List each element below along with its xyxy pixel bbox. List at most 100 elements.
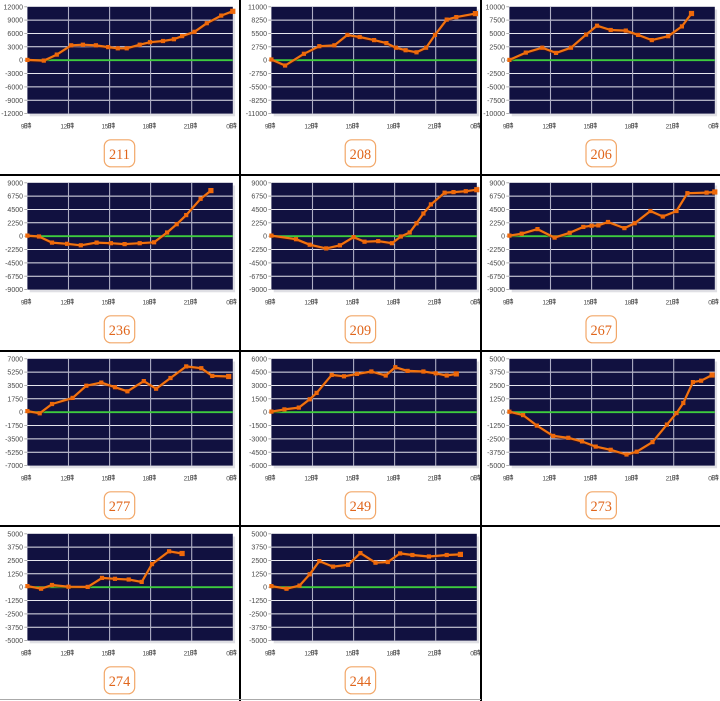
svg-text:-9000: -9000 [5, 287, 23, 294]
svg-text:21: 21 [665, 123, 672, 130]
svg-text:267: 267 [590, 323, 611, 339]
svg-text:3000: 3000 [7, 44, 23, 51]
svg-text:-9000: -9000 [249, 287, 267, 294]
svg-text:-5500: -5500 [249, 84, 267, 91]
svg-text:0: 0 [263, 233, 267, 240]
svg-text:0: 0 [19, 409, 23, 416]
svg-text:-6750: -6750 [487, 273, 505, 280]
svg-text:12: 12 [60, 475, 67, 482]
svg-text:15: 15 [102, 299, 109, 306]
svg-text:21: 21 [184, 651, 191, 658]
svg-text:2500: 2500 [489, 383, 505, 390]
svg-text:9000: 9000 [251, 180, 267, 187]
svg-text:2250: 2250 [251, 220, 267, 227]
svg-text:0: 0 [708, 299, 712, 306]
svg-text:12: 12 [542, 299, 549, 306]
svg-text:21: 21 [184, 123, 191, 130]
svg-text:-1250: -1250 [5, 598, 23, 605]
svg-text:18: 18 [143, 123, 150, 130]
svg-text:9: 9 [21, 475, 25, 482]
svg-text:11000: 11000 [248, 4, 267, 11]
svg-text:18: 18 [143, 651, 150, 658]
svg-text:18: 18 [386, 299, 393, 306]
svg-text:-2250: -2250 [487, 247, 505, 254]
svg-text:2500: 2500 [489, 44, 505, 51]
svg-text:2250: 2250 [7, 220, 23, 227]
svg-text:6000: 6000 [251, 356, 267, 363]
svg-text:2500: 2500 [251, 558, 267, 565]
svg-text:15: 15 [345, 651, 352, 658]
svg-text:1250: 1250 [251, 572, 267, 579]
svg-text:1750: 1750 [7, 396, 23, 403]
svg-text:0: 0 [226, 299, 230, 306]
svg-text:-5250: -5250 [5, 449, 23, 456]
svg-text:0: 0 [19, 233, 23, 240]
svg-text:9: 9 [264, 123, 268, 130]
svg-text:12: 12 [542, 475, 549, 482]
svg-text:6750: 6750 [489, 193, 505, 200]
svg-text:-5000: -5000 [487, 463, 505, 470]
svg-text:0: 0 [226, 651, 230, 658]
svg-text:5000: 5000 [489, 356, 505, 363]
svg-text:206: 206 [590, 147, 611, 163]
svg-text:1250: 1250 [489, 396, 505, 403]
svg-text:12000: 12000 [4, 4, 24, 11]
svg-text:12: 12 [542, 123, 549, 130]
svg-text:-4500: -4500 [249, 260, 267, 267]
svg-text:18: 18 [624, 123, 631, 130]
svg-text:0: 0 [708, 475, 712, 482]
svg-text:-2500: -2500 [487, 71, 505, 78]
svg-text:0: 0 [19, 58, 23, 65]
svg-text:0: 0 [470, 299, 474, 306]
svg-text:18: 18 [624, 299, 631, 306]
svg-text:3750: 3750 [489, 369, 505, 376]
svg-text:208: 208 [349, 147, 370, 163]
svg-text:15: 15 [583, 475, 590, 482]
svg-text:1500: 1500 [251, 396, 267, 403]
svg-text:9: 9 [21, 299, 25, 306]
svg-text:-6750: -6750 [5, 273, 23, 280]
svg-text:9: 9 [264, 651, 268, 658]
svg-text:0: 0 [263, 585, 267, 592]
svg-text:18: 18 [386, 475, 393, 482]
svg-text:3500: 3500 [7, 383, 23, 390]
svg-text:-6000: -6000 [5, 84, 23, 91]
svg-text:-11000: -11000 [245, 111, 266, 118]
svg-text:15: 15 [102, 651, 109, 658]
svg-text:12: 12 [304, 123, 311, 130]
svg-text:9: 9 [264, 475, 268, 482]
svg-text:7500: 7500 [489, 18, 505, 25]
svg-text:2750: 2750 [251, 44, 267, 51]
svg-text:5000: 5000 [489, 31, 505, 38]
svg-text:-1500: -1500 [249, 423, 267, 430]
svg-text:-3750: -3750 [487, 449, 505, 456]
svg-text:3750: 3750 [251, 545, 267, 552]
svg-text:-3000: -3000 [249, 436, 267, 443]
svg-text:-6750: -6750 [249, 273, 267, 280]
svg-text:-2500: -2500 [249, 612, 267, 619]
svg-text:9: 9 [502, 299, 506, 306]
svg-text:211: 211 [109, 147, 130, 163]
svg-text:-4500: -4500 [487, 260, 505, 267]
svg-text:9: 9 [21, 651, 25, 658]
svg-text:-9000: -9000 [487, 287, 505, 294]
svg-text:274: 274 [109, 674, 130, 690]
svg-text:5000: 5000 [251, 532, 267, 539]
svg-text:5250: 5250 [7, 369, 23, 376]
svg-text:21: 21 [184, 475, 191, 482]
svg-text:-10000: -10000 [483, 111, 505, 118]
svg-text:21: 21 [665, 299, 672, 306]
svg-text:21: 21 [427, 475, 434, 482]
svg-text:18: 18 [624, 475, 631, 482]
svg-text:0: 0 [263, 58, 267, 65]
svg-text:12: 12 [60, 299, 67, 306]
svg-text:-3750: -3750 [5, 625, 23, 632]
svg-text:7000: 7000 [7, 356, 23, 363]
svg-text:18: 18 [386, 123, 393, 130]
svg-text:12: 12 [304, 651, 311, 658]
svg-text:-2500: -2500 [487, 436, 505, 443]
svg-text:12: 12 [304, 475, 311, 482]
svg-text:-4500: -4500 [5, 260, 23, 267]
svg-text:12: 12 [304, 299, 311, 306]
svg-text:-7500: -7500 [487, 98, 505, 105]
